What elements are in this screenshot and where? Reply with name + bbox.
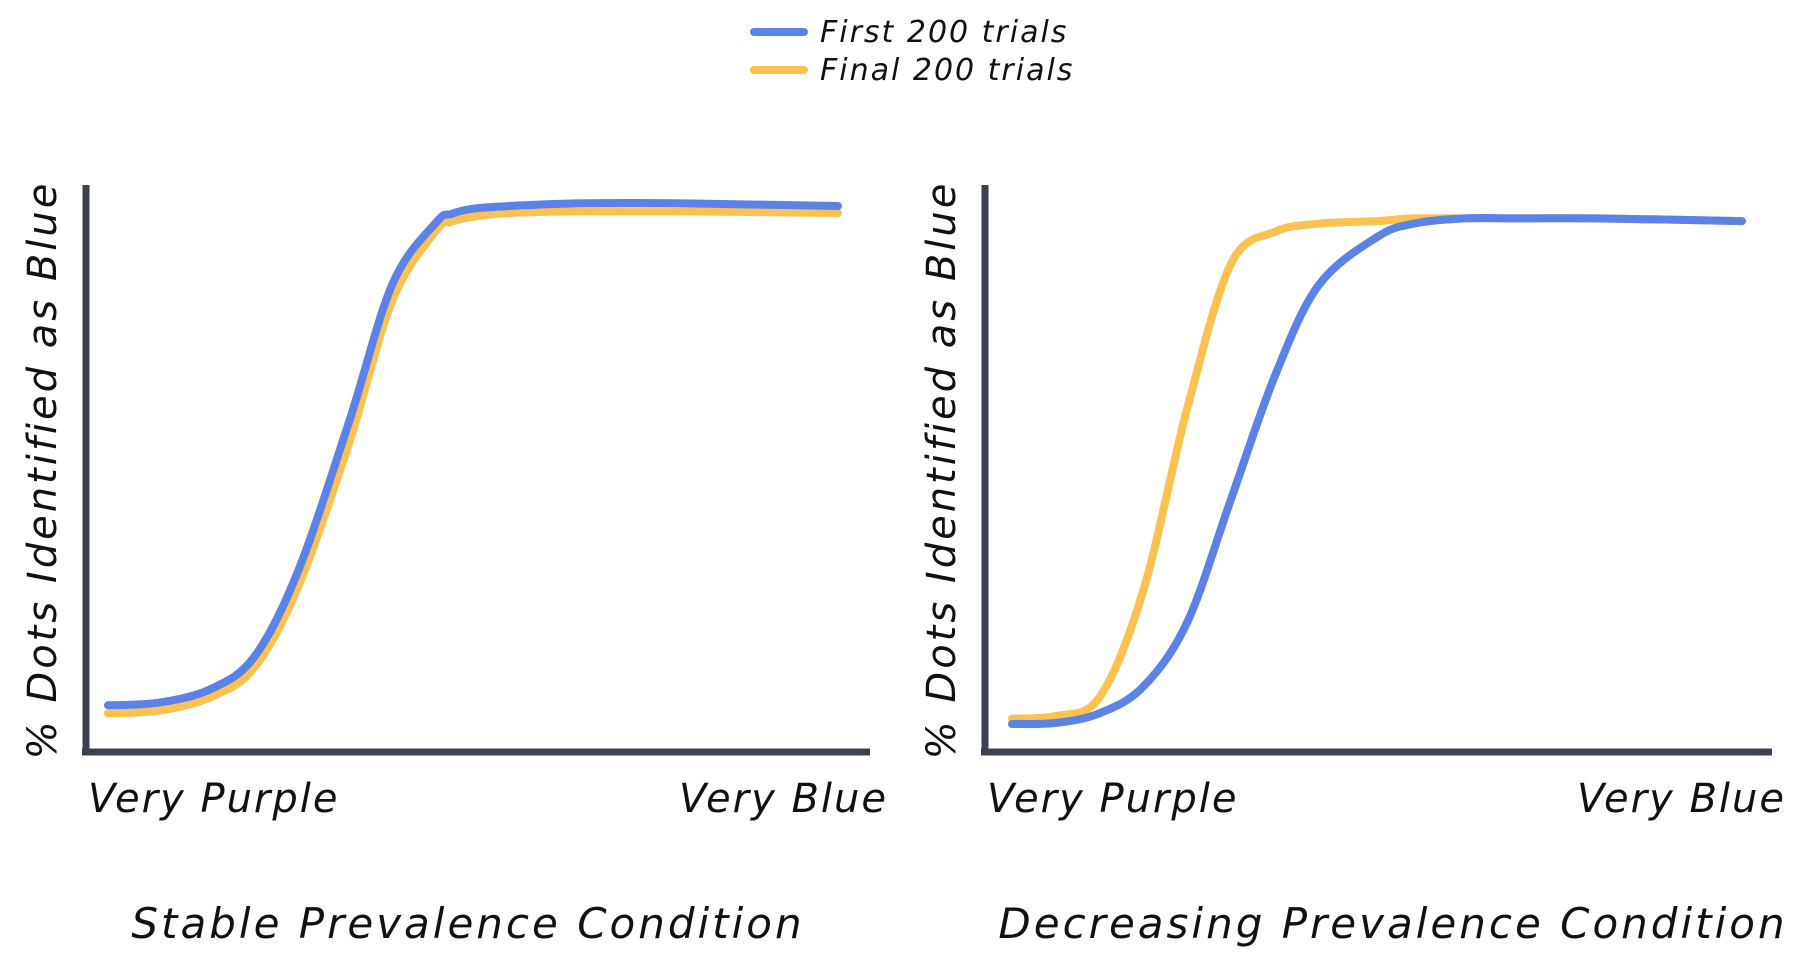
panel-stable-prevalence: % Dots Identified as Blue Very Purple Ve… [20,181,888,948]
x-tick-label-very-purple: Very Purple [987,776,1239,822]
series-line-first-200-trials [1008,214,1746,729]
panel-decreasing-prevalence: % Dots Identified as Blue Very Purple Ve… [919,181,1787,948]
chart-title: Stable Prevalence Condition [131,899,804,948]
series-line-final-200-trials [1008,214,1746,723]
legend-label-first: First 200 trials [820,15,1068,50]
x-tick-label-very-blue: Very Blue [679,776,888,822]
series-line-final-200-trials [104,207,842,718]
legend: First 200 trials Final 200 trials [750,15,1074,88]
series-layer [104,199,842,718]
chart-title: Decreasing Prevalence Condition [998,899,1787,948]
series-layer [1008,214,1746,729]
x-tick-label-very-blue: Very Blue [1577,776,1786,822]
x-tick-label-very-purple: Very Purple [88,776,340,822]
y-axis-label: % Dots Identified as Blue [919,181,965,760]
legend-label-final: Final 200 trials [820,53,1074,88]
y-axis-label: % Dots Identified as Blue [20,181,66,760]
series-line-first-200-trials [104,199,842,710]
